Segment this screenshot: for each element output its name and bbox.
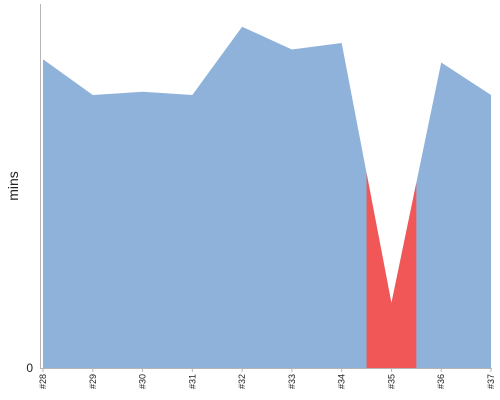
x-tick-label: #30 (138, 374, 148, 389)
x-axis-ticks: #28 #29 #30 #31 #32 #33 #34 #35 #36 #37 (38, 368, 496, 389)
highlight-segment (366, 173, 417, 368)
x-tick-label: #29 (88, 374, 98, 389)
x-tick-label: #36 (436, 374, 446, 389)
x-tick-label: #31 (187, 374, 197, 389)
area-series (43, 26, 491, 368)
x-tick-label: #33 (287, 374, 297, 389)
y-axis-title: mins (5, 171, 21, 201)
x-tick-label: #37 (486, 374, 496, 389)
x-tick-label: #32 (237, 374, 247, 389)
y-tick-label: 0 (26, 361, 33, 375)
plot-area (43, 26, 491, 368)
x-tick-label: #28 (38, 374, 48, 389)
x-tick-label: #34 (337, 374, 347, 389)
y-axis-ticks: 0 (26, 361, 33, 375)
x-tick-label: #35 (386, 374, 396, 389)
